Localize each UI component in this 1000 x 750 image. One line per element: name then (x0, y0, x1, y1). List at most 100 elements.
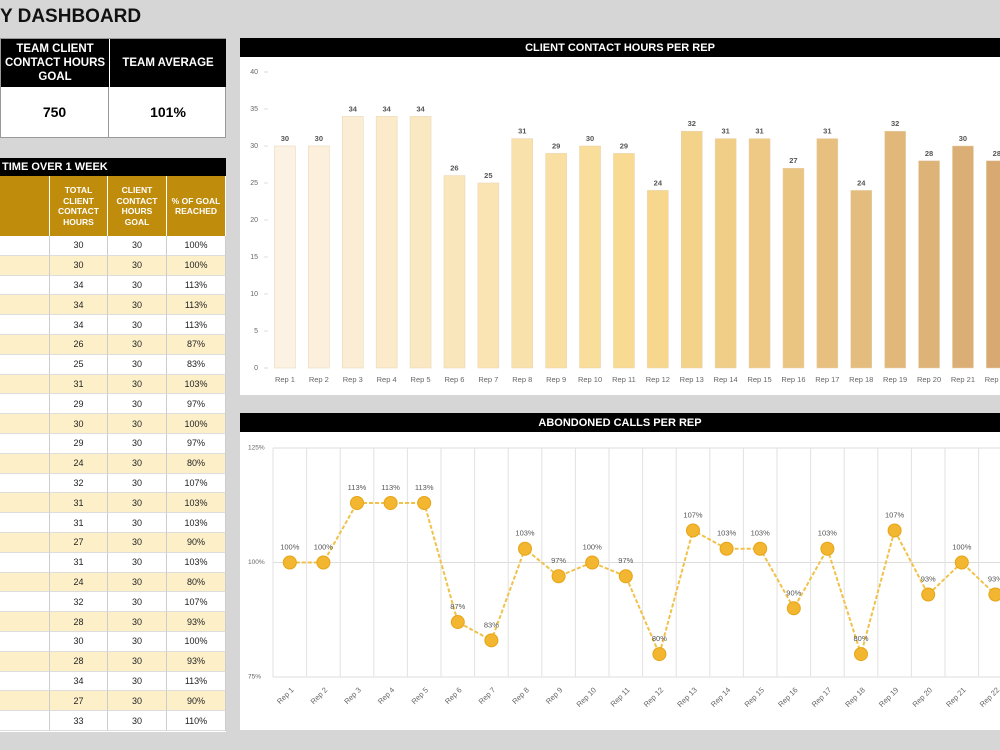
table-cell: 97% (167, 394, 226, 415)
row-cell (0, 315, 50, 335)
data-label: 26 (450, 164, 458, 173)
table-cell: 90% (167, 691, 226, 712)
row-cell (0, 335, 50, 355)
row-cell (0, 572, 50, 593)
kpi-label: TEAM CLIENT CONTACT HOURS GOAL (1, 39, 109, 87)
table-cell: 28 (50, 651, 108, 672)
y-tick-label: 15 (250, 254, 258, 261)
x-tick-label: Rep 11 (612, 375, 636, 384)
data-label: 30 (281, 134, 289, 143)
x-tick-label: Rep 14 (714, 375, 738, 384)
table-cell: 113% (167, 295, 226, 316)
marker (484, 633, 499, 648)
table-cell: 31 (50, 513, 108, 533)
row-cell (0, 453, 50, 474)
x-tick-label: Rep 12 (642, 685, 665, 708)
data-label: 107% (885, 510, 905, 519)
bar (545, 153, 567, 369)
y-tick-label: 30 (250, 143, 258, 150)
table-cell: 30 (108, 711, 167, 731)
row-cell (0, 513, 50, 533)
table-cell: 33 (50, 711, 108, 731)
y-tick-label: 35 (250, 106, 258, 113)
x-tick-label: Rep 9 (544, 685, 565, 706)
table-cell: 103% (167, 374, 226, 395)
data-label: 113% (415, 483, 434, 492)
data-label: 24 (857, 178, 866, 187)
marker (551, 569, 566, 584)
table-cell: 25 (50, 354, 108, 375)
x-tick-label: Rep 20 (917, 375, 941, 384)
kpi-label: TEAM AVERAGE (110, 39, 226, 87)
x-tick-label: Rep 2 (309, 375, 329, 384)
data-label: 30 (959, 134, 967, 143)
x-tick-label: Rep 19 (883, 375, 907, 384)
data-label: 29 (552, 141, 560, 150)
table-cell: 90% (167, 533, 226, 553)
kpi-value: 750 (1, 87, 109, 137)
table-cell: 31 (50, 552, 108, 573)
bar (918, 160, 940, 369)
y-tick-label: 25 (250, 180, 258, 187)
x-tick-label: Rep 18 (843, 685, 866, 708)
table-cell: 30 (108, 255, 167, 276)
marker (719, 541, 734, 556)
y-tick-label: 100% (248, 559, 265, 566)
bar (748, 138, 771, 369)
data-label: 93% (988, 575, 1000, 584)
row-cell (0, 533, 50, 553)
line-chart: ABONDONED CALLS PER REP 75% 100% 125% 100% Re… (240, 413, 1000, 730)
table-cell: 30 (50, 414, 108, 434)
bar (409, 116, 432, 369)
bar (613, 153, 635, 369)
table-cell: 30 (108, 236, 167, 256)
table-cell: 30 (108, 612, 167, 632)
table-cell: 34 (50, 315, 108, 335)
data-label: 28 (993, 149, 1000, 158)
bar (274, 145, 296, 369)
row-cell (0, 711, 50, 731)
y-tick-label: 10 (250, 291, 258, 298)
row-cell (0, 552, 50, 573)
data-label: 32 (891, 119, 899, 128)
x-tick-label: Rep 20 (911, 685, 934, 708)
table-cell: 30 (108, 632, 167, 652)
table-cell: 113% (167, 671, 226, 692)
bar (850, 190, 872, 369)
bar-chart: CLIENT CONTACT HOURS PER REP 0 5 10 15 20 25 30… (240, 38, 1000, 395)
data-label: 28 (925, 149, 933, 158)
table-cell: 27 (50, 691, 108, 712)
x-tick-label: Rep 5 (410, 685, 431, 706)
bar (816, 138, 839, 369)
table-cell: 30 (108, 592, 167, 613)
data-label: 113% (381, 483, 400, 492)
bar (342, 116, 364, 369)
chart-title: CLIENT CONTACT HOURS PER REP (525, 42, 715, 54)
table-cell: 30 (108, 414, 167, 434)
data-label: 97% (618, 556, 633, 565)
x-tick-label: Rep 4 (377, 375, 397, 384)
table-cell: 34 (50, 275, 108, 296)
table-cell: 30 (108, 513, 167, 533)
table-cell: 30 (108, 315, 167, 335)
table-cell: 30 (108, 671, 167, 692)
table-cell: 30 (108, 335, 167, 355)
marker (686, 523, 700, 538)
table-cell: 26 (50, 335, 108, 355)
table-cell: 30 (108, 552, 167, 573)
x-tick-label: Rep 15 (747, 375, 771, 384)
bar (884, 130, 906, 369)
data-label: 25 (484, 171, 492, 180)
dashboard-title: Y DASHBOARD (0, 6, 142, 27)
x-tick-label: Rep 13 (675, 685, 698, 708)
data-label: 80% (853, 634, 868, 643)
x-tick-label: Rep 13 (680, 375, 704, 384)
table-cell: 80% (167, 572, 226, 593)
data-label: 100% (280, 542, 300, 551)
table-cell: 34 (50, 671, 108, 692)
x-tick-label: Rep 22 (985, 375, 1000, 384)
table-cell: 100% (167, 414, 226, 434)
chart-title: ABONDONED CALLS PER REP (538, 417, 701, 429)
table-cell: 30 (108, 434, 167, 454)
data-label: 103% (515, 529, 535, 538)
